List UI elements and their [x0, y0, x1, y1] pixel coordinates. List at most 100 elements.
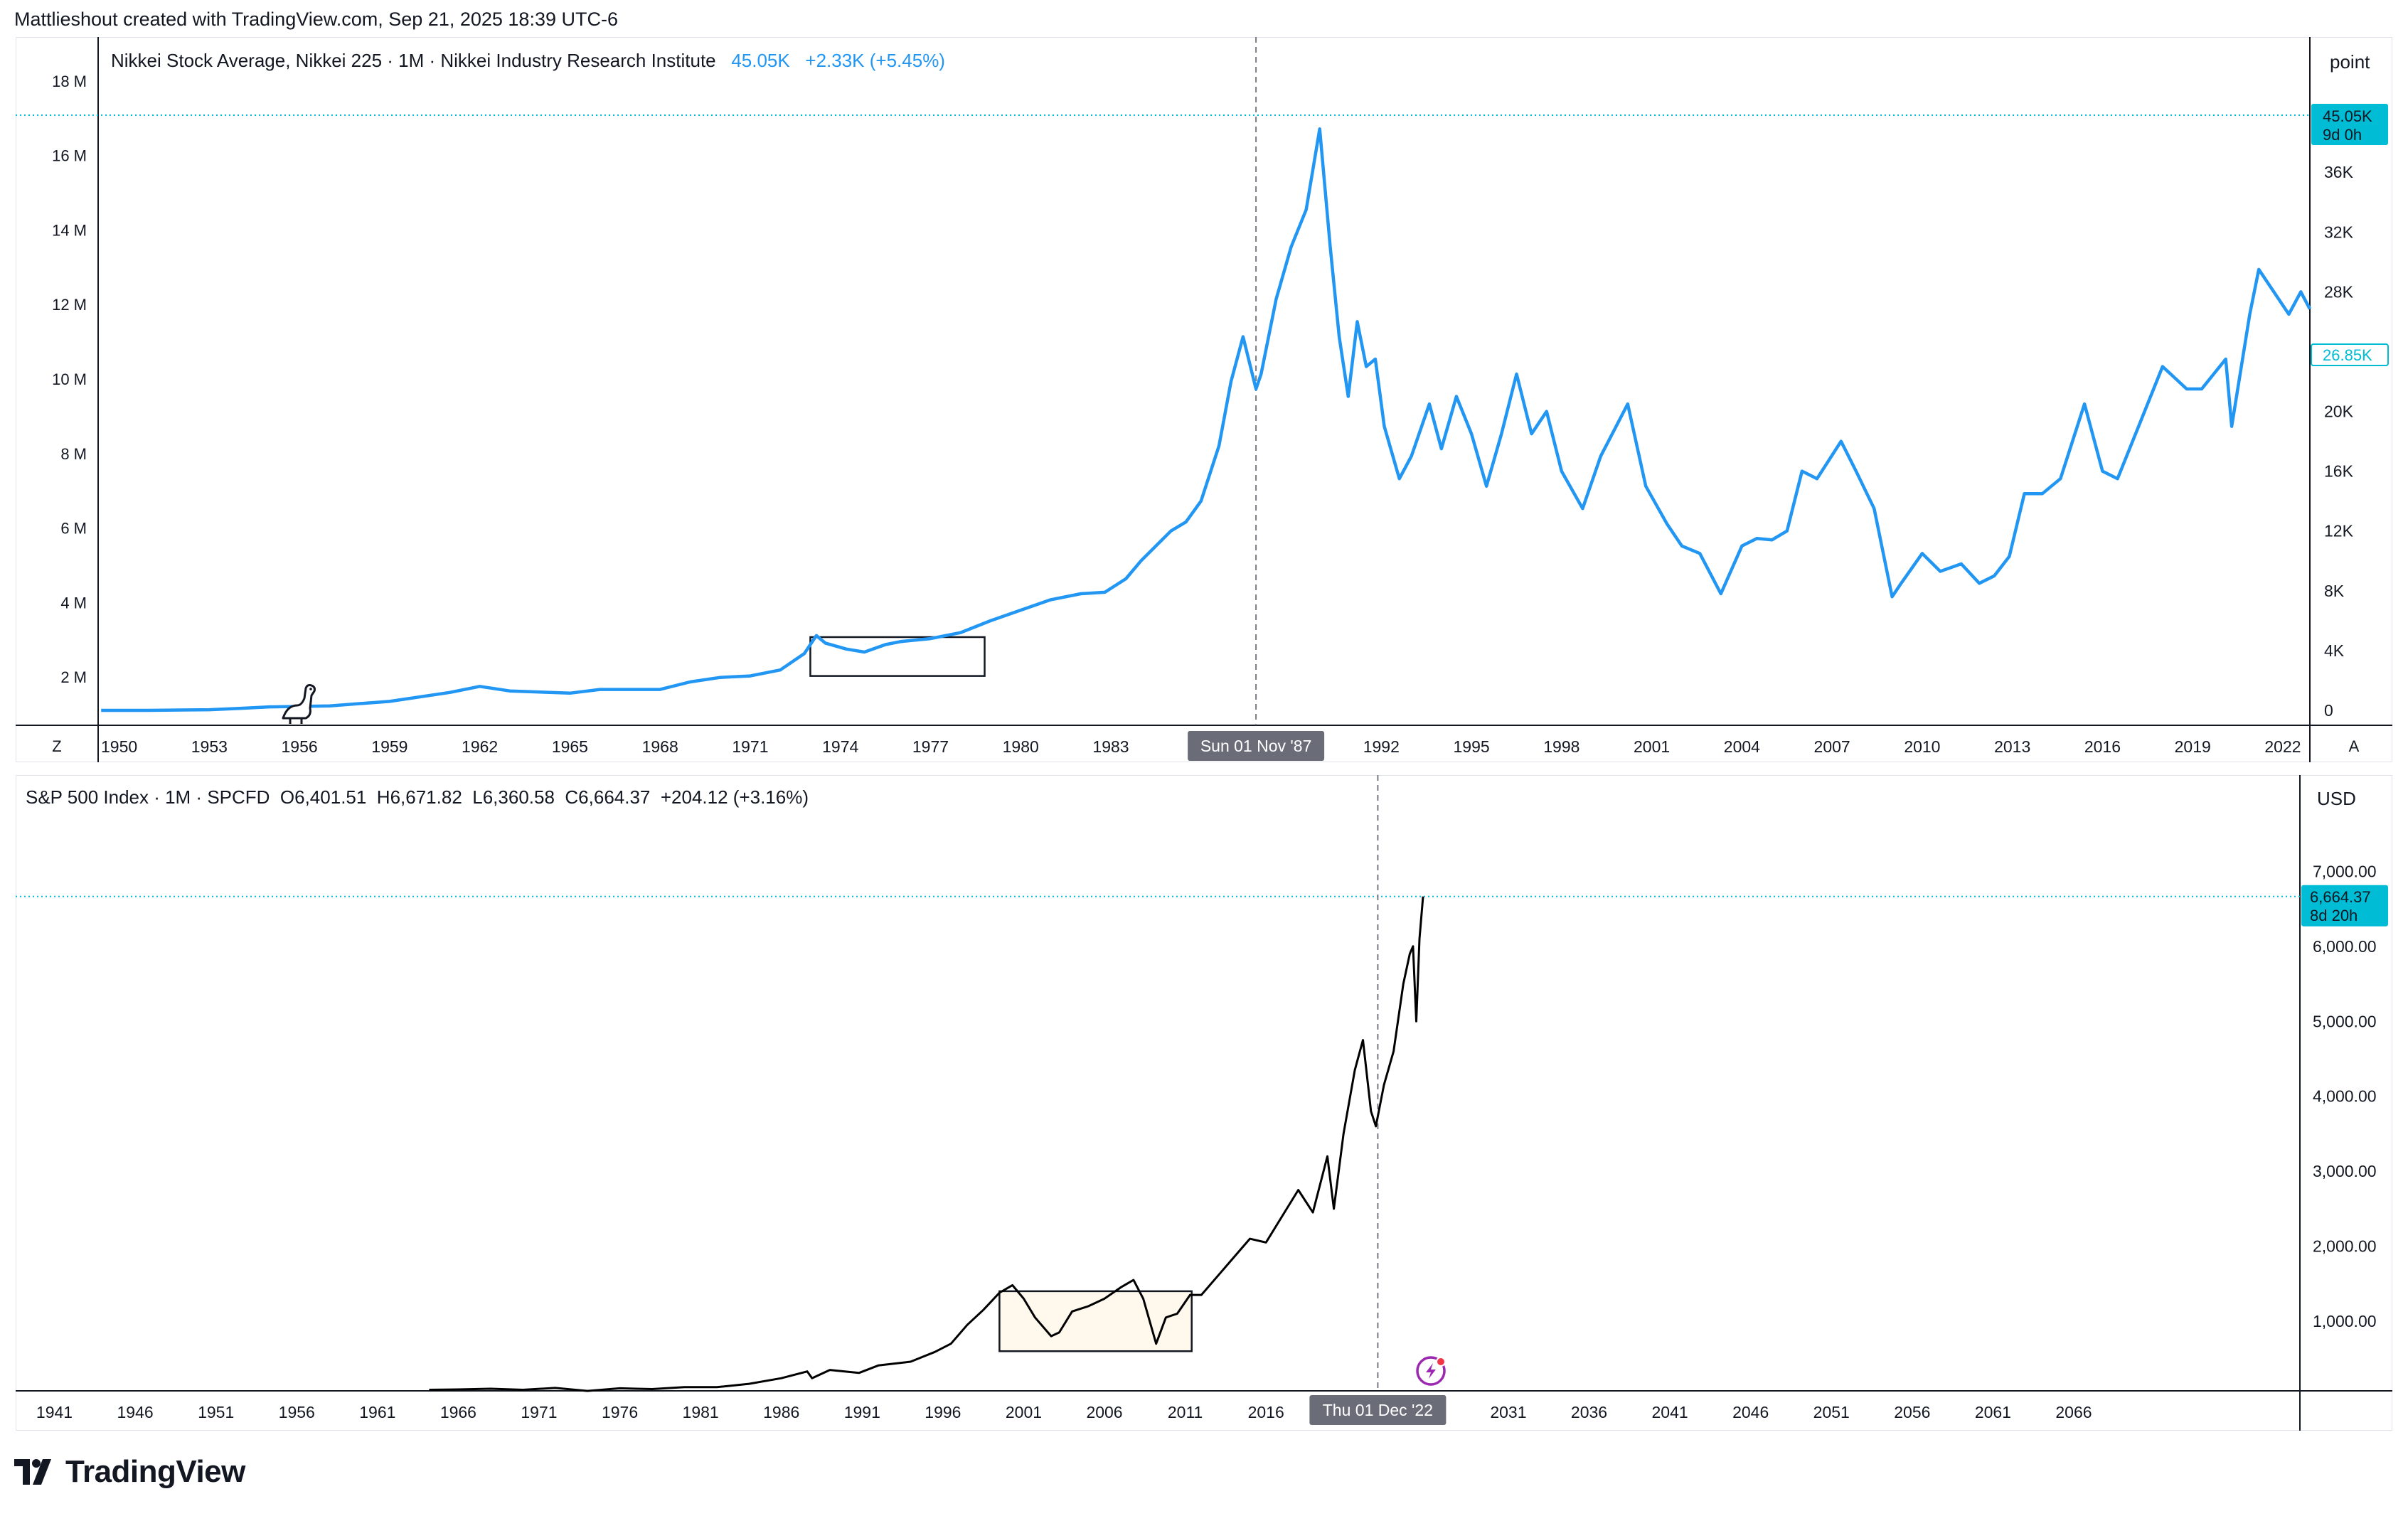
nikkei-time-tick: 1968 [642, 737, 678, 756]
tradingview-logo[interactable]: TradingView [14, 1454, 245, 1489]
spx-legend-low: 6,360.58 [482, 786, 555, 808]
spx-legend-title: S&P 500 Index · 1M · SPCFD [26, 786, 270, 808]
spx-legend-l-label: L [472, 786, 483, 808]
nikkei-price-tick: 20K [2324, 402, 2354, 421]
spx-price-tick: 5,000.00 [2313, 1012, 2377, 1030]
nikkei-left-tick: 16 M [52, 147, 87, 165]
spx-time-tick: 1941 [36, 1403, 73, 1421]
spx-legend-h-label: H [376, 786, 390, 808]
spx-time-tick: 2011 [1168, 1403, 1203, 1421]
spx-time-tick: 1961 [359, 1403, 395, 1421]
tradingview-logo-icon [14, 1459, 51, 1485]
nikkei-time-tick: 1995 [1453, 737, 1489, 756]
spx-price-tick: 3,000.00 [2313, 1162, 2377, 1180]
spx-time-axis[interactable]: 1941 1946 1951 1956 1961 1966 1971 1976 1981 1986… [36, 1403, 2092, 1421]
spx-time-tick: 2006 [1086, 1403, 1122, 1421]
nikkei-highlight-box[interactable] [809, 636, 986, 677]
nikkei-left-axis[interactable]: 20 M18 M16 M14 M12 M10 M8 M6 M4 M2 M [52, 37, 87, 686]
nikkei-last-price-value: 45.05K [2323, 107, 2372, 125]
nikkei-time-tick: 1971 [732, 737, 768, 756]
spx-time-tick: 2031 [1490, 1403, 1526, 1421]
spx-price-tick: 1,000.00 [2313, 1312, 2377, 1330]
spx-time-tick: 2061 [1975, 1403, 2011, 1421]
spx-time-tick: 1976 [602, 1403, 638, 1421]
spx-legend[interactable]: S&P 500 Index · 1M · SPCFD O6,401.51 H 6,… [26, 786, 809, 808]
nikkei-price-tick: 8K [2324, 582, 2345, 600]
nikkei-time-axis[interactable]: 1950 1953 1956 1959 1962 1965 1968 1971 1974 1977… [101, 737, 2301, 756]
spx-legend-c-label: C [565, 786, 579, 808]
nikkei-crosshair-date-text: Sun 01 Nov '87 [1200, 737, 1312, 755]
nikkei-hover-price-tag[interactable]: 26.85K [2311, 343, 2389, 366]
spx-time-tick: 1951 [198, 1403, 234, 1421]
nikkei-time-tick: 2007 [1814, 737, 1850, 756]
nikkei-left-tick: 10 M [52, 370, 87, 388]
nikkei-time-tick: 1950 [101, 737, 137, 756]
spx-time-tick: 1981 [683, 1403, 719, 1421]
spx-time-tick: 1956 [279, 1403, 315, 1421]
nikkei-crosshair-date-label: Sun 01 Nov '87 [1188, 731, 1325, 761]
spx-time-tick: 1966 [440, 1403, 476, 1421]
nikkei-left-tick: 6 M [60, 520, 87, 538]
nikkei-time-tick: 1998 [1543, 737, 1579, 756]
nikkei-legend-change: +2.33K (+5.45%) [805, 50, 945, 71]
spx-last-price-value: 6,664.37 [2310, 888, 2371, 906]
nikkei-time-tick: 1980 [1003, 737, 1039, 756]
spx-crosshair-date-text: Thu 01 Dec '22 [1323, 1401, 1433, 1419]
nikkei-last-price-countdown: 9d 0h [2323, 126, 2362, 144]
nikkei-time-tick: 1959 [371, 737, 407, 756]
nikkei-time-tick: 2010 [1904, 737, 1940, 756]
nikkei-legend[interactable]: Nikkei Stock Average, Nikkei 225 · 1M · … [111, 50, 945, 72]
spx-price-tick: 7,000.00 [2313, 862, 2377, 880]
spx-time-tick: 1946 [117, 1403, 154, 1421]
spx-time-tick: 2066 [2055, 1403, 2092, 1421]
nikkei-time-tick: 2004 [1724, 737, 1760, 756]
spx-highlight-box[interactable] [998, 1290, 1193, 1352]
spx-legend-change: +204.12 (+3.16%) [660, 786, 809, 808]
spx-series-line[interactable] [429, 896, 1424, 1392]
spx-time-tick: 1971 [521, 1403, 557, 1421]
auto-scale-button[interactable]: A [2348, 737, 2360, 755]
spx-price-axis[interactable]: 7,000.00 6,000.00 5,000.00 4,000.00 3,000.00… [2313, 862, 2377, 1330]
nikkei-price-tick: 16K [2324, 462, 2354, 481]
nikkei-time-tick: 1956 [282, 737, 318, 756]
spx-time-tick: 2001 [1006, 1403, 1042, 1421]
nikkei-time-tick: 1977 [912, 737, 949, 756]
chart-credit: Mattlieshout created with TradingView.co… [14, 9, 618, 30]
spx-price-tick: 6,000.00 [2313, 937, 2377, 956]
nikkei-time-tick: 2019 [2175, 737, 2211, 756]
nikkei-left-tick: 2 M [60, 668, 87, 686]
auto-scale-left-button[interactable]: Z [52, 737, 62, 755]
spx-pane[interactable]: 7,000.00 6,000.00 5,000.00 4,000.00 3,000.00… [16, 775, 2392, 1431]
spx-time-tick: 1986 [763, 1403, 799, 1421]
nikkei-legend-price: 45.05K [731, 50, 790, 71]
spx-unit-button[interactable]: USD [2317, 788, 2356, 809]
spx-time-tick: 2036 [1571, 1403, 1607, 1421]
nikkei-unit-button[interactable]: point [2330, 51, 2370, 73]
nikkei-time-tick: 1965 [552, 737, 588, 756]
nikkei-series-line[interactable] [101, 127, 2311, 712]
dino-icon [282, 684, 316, 724]
spx-time-tick: 1991 [844, 1403, 880, 1421]
spx-legend-o-label: O [279, 786, 295, 808]
spx-time-tick: 2056 [1894, 1403, 1930, 1421]
nikkei-time-tick: 1992 [1363, 737, 1400, 756]
nikkei-time-tick: 1953 [191, 737, 228, 756]
spx-last-price-countdown: 8d 20h [2310, 907, 2358, 924]
nikkei-left-tick: 12 M [52, 296, 87, 314]
spx-legend-close: 6,664.37 [578, 786, 651, 808]
spx-price-tick: 2,000.00 [2313, 1237, 2377, 1256]
spx-price-tick: 4,000.00 [2313, 1087, 2377, 1106]
nikkei-price-tick: 4K [2324, 641, 2345, 660]
nikkei-time-tick: 1962 [462, 737, 498, 756]
nikkei-left-tick: 4 M [60, 594, 87, 612]
nikkei-time-tick: 2022 [2264, 737, 2301, 756]
lightning-icon[interactable] [1416, 1356, 1446, 1386]
nikkei-time-tick: 1974 [822, 737, 858, 756]
spx-legend-open: 6,401.51 [294, 786, 367, 808]
nikkei-left-tick: 14 M [52, 221, 87, 239]
nikkei-pane[interactable]: 20 M18 M16 M14 M12 M10 M8 M6 M4 M2 M 40K… [16, 37, 2392, 762]
nikkei-price-tick: 32K [2324, 223, 2354, 241]
nikkei-time-tick: 2001 [1634, 737, 1670, 756]
